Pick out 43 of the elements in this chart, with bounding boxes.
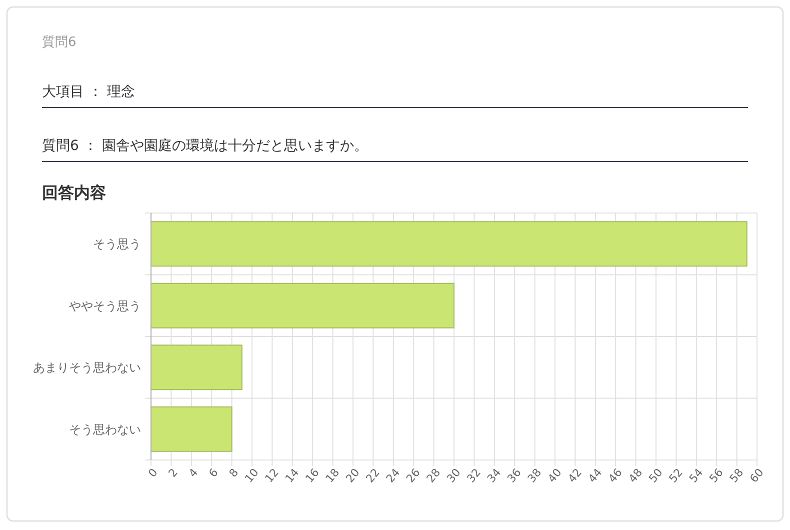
bar — [150, 406, 232, 452]
text: 質問6 ： 園舎や園庭の環境は十分だと思いますか。 — [42, 138, 368, 154]
bar — [150, 282, 454, 328]
x-tick-label: 26 — [404, 466, 423, 486]
x-tick-label: 38 — [525, 466, 544, 486]
x-tick-label: 48 — [626, 466, 646, 486]
x-tick-label: 50 — [646, 466, 666, 486]
x-tick-label: 30 — [444, 466, 464, 486]
x-tick-label: 2 — [166, 466, 180, 480]
text: 大項目 ： 理念 — [42, 84, 135, 100]
x-tick-label: 34 — [484, 466, 504, 486]
x-tick-label: 36 — [504, 466, 524, 486]
x-tick-label: 32 — [464, 466, 484, 486]
x-tick-label: 42 — [565, 466, 584, 486]
x-tick-label: 0 — [146, 466, 160, 480]
x-tick-label: 14 — [282, 466, 302, 486]
x-tick-label: 16 — [302, 466, 322, 486]
x-tick-label: 28 — [424, 466, 444, 486]
chart-subtitle: 回答内容 — [42, 183, 106, 202]
x-tick-label: 10 — [242, 466, 262, 486]
y-tick-label: そう思う — [93, 237, 141, 252]
x-tick-label: 60 — [747, 466, 766, 486]
x-tick-label: 56 — [706, 466, 726, 486]
x-tick-label: 22 — [363, 466, 382, 486]
x-tick-label: 18 — [323, 466, 342, 486]
x-tick-label: 58 — [727, 466, 746, 486]
x-tick-label: 20 — [343, 466, 362, 486]
x-tick-label: 46 — [606, 466, 625, 486]
bar — [150, 221, 748, 267]
x-tick-label: 6 — [206, 466, 221, 480]
y-tick-label: あまりそう思わない — [33, 360, 141, 375]
y-tick-label: そう思わない — [69, 422, 141, 436]
x-tick-label: 54 — [686, 466, 706, 486]
x-tick-label: 8 — [226, 466, 242, 480]
x-tick-label: 12 — [262, 466, 282, 486]
x-tick-label: 44 — [586, 466, 605, 486]
chart-title: 質問6 — [42, 35, 76, 50]
y-tick-label: ややそう思う — [69, 298, 141, 313]
x-tick-label: 24 — [384, 466, 403, 486]
x-tick-label: 4 — [186, 466, 201, 480]
x-tick-label: 52 — [666, 466, 686, 486]
x-tick-label: 40 — [545, 466, 564, 486]
bar — [150, 344, 242, 390]
